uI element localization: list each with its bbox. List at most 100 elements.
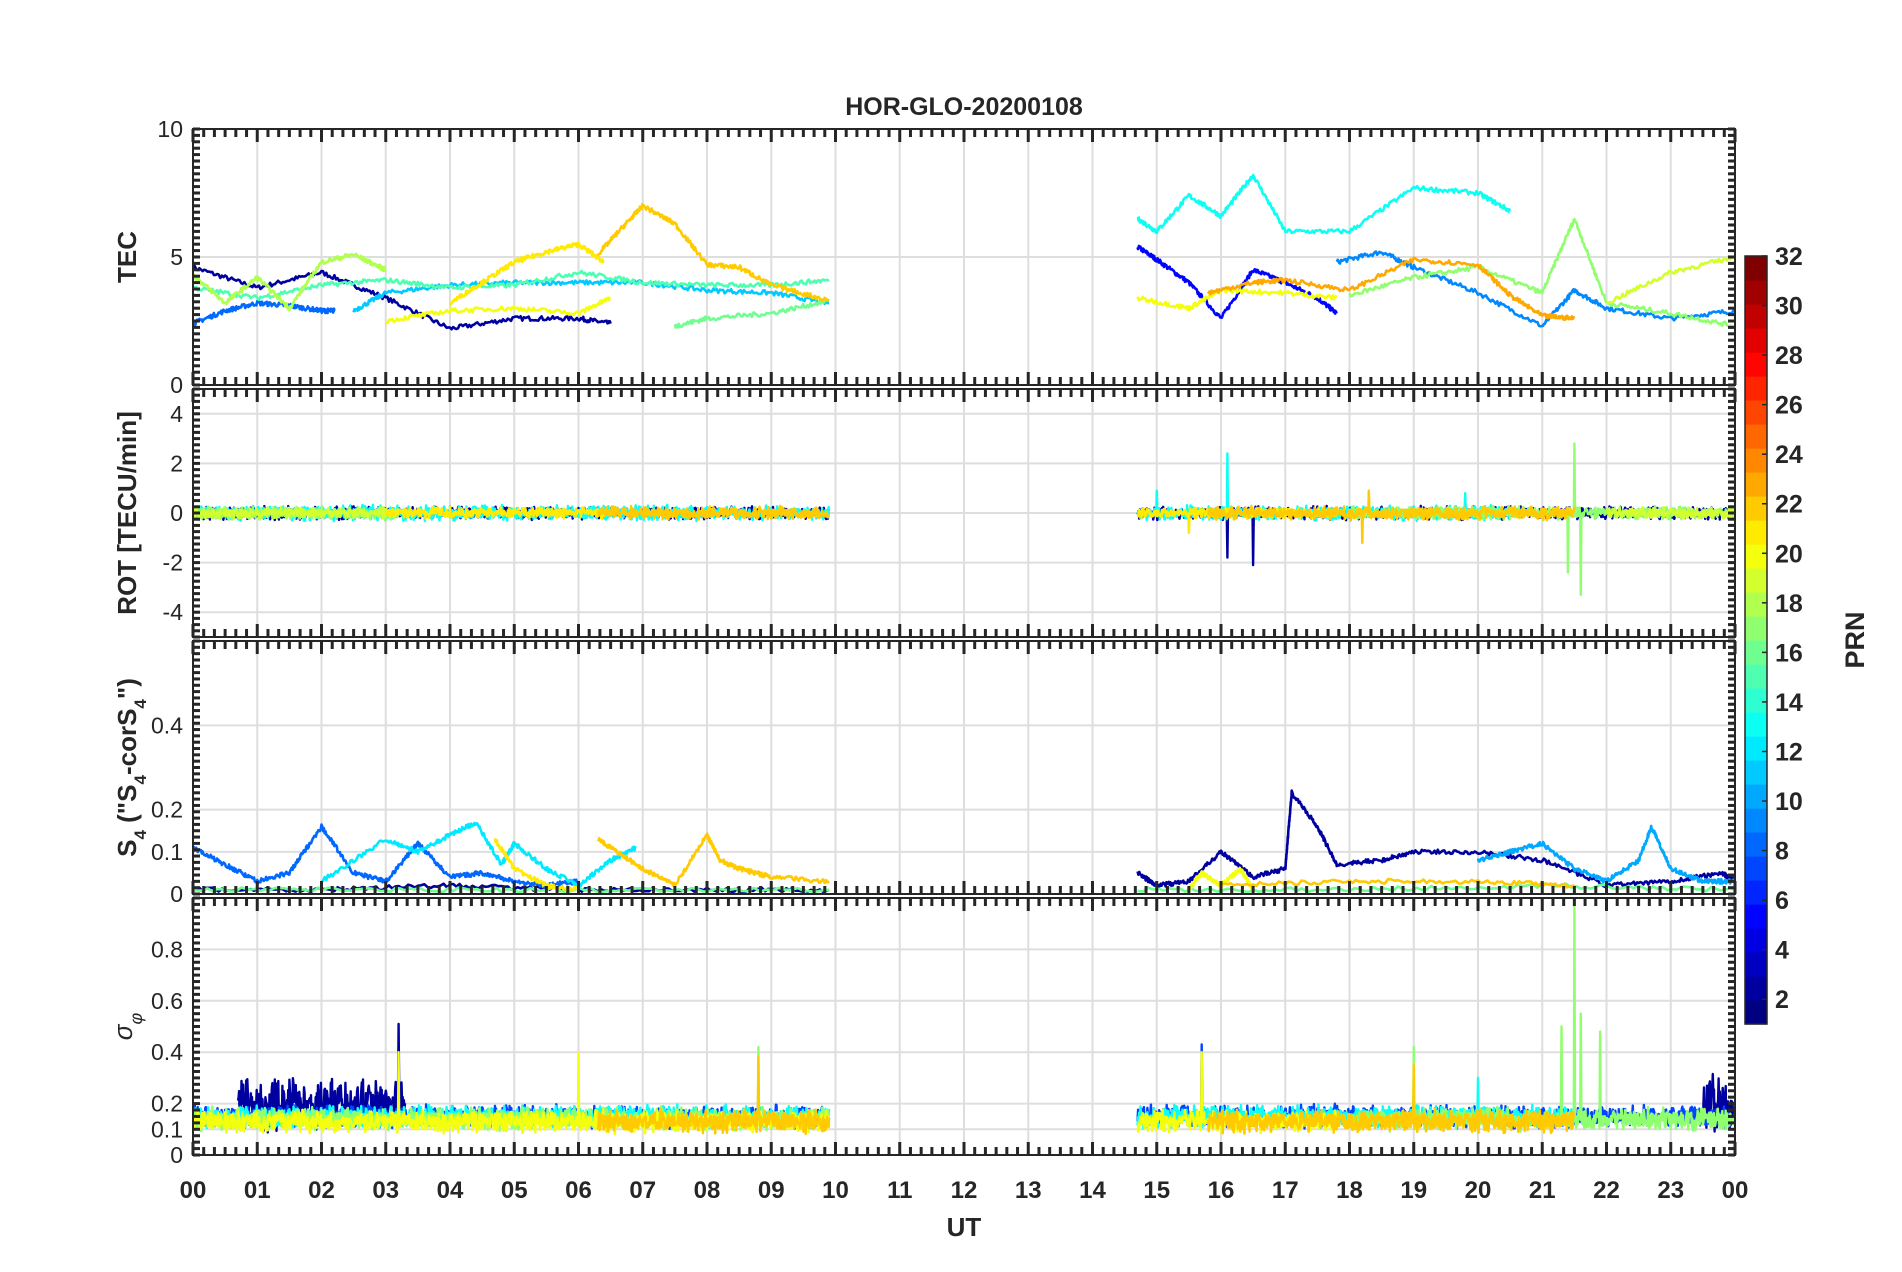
tec-series-prn22: [596, 202, 830, 303]
x-tick-7: 07: [629, 1177, 656, 1204]
x-tick-17: 17: [1272, 1177, 1299, 1204]
colorbar-frame: [1744, 255, 1768, 1025]
tec-series-prn20: [1136, 287, 1338, 312]
colorbar-swatch-19: [1745, 568, 1767, 593]
rot-series-prn22-seg0: [596, 504, 831, 521]
colorbar-swatch-13: [1745, 712, 1767, 737]
tec-series: [193, 173, 1735, 331]
colorbar-tick-10: 22: [1775, 491, 1803, 519]
sigma-series-prn22-seg1: [1207, 1063, 1576, 1135]
tec-grid: [193, 129, 1735, 385]
x-tick-6: 06: [565, 1177, 592, 1204]
colorbar-swatch-30: [1745, 304, 1767, 329]
colorbar-tick-2: 6: [1775, 887, 1789, 915]
x-tick-2: 02: [308, 1177, 335, 1204]
x-tick-3: 03: [372, 1177, 399, 1204]
colorbar-swatch-11: [1745, 760, 1767, 785]
colorbar-tick-1: 4: [1775, 937, 1789, 965]
panel-sigma: 00.10.2 0.4 0.6 0.8 σφ: [108, 896, 1737, 1168]
colorbar-tick-8: 18: [1775, 590, 1803, 618]
colorbar-swatch-5: [1745, 904, 1767, 929]
panel-tec: 0 5 10 TEC: [112, 116, 1737, 398]
colorbar-swatch-31: [1745, 280, 1767, 305]
rot-y-tick-2: 0: [170, 500, 183, 526]
s4-series-prn22: [596, 832, 830, 888]
sigma-x-ticks: [191, 896, 1737, 1157]
s4-y-tick-3: 0.4: [151, 712, 183, 738]
rot-x-ticks: [191, 387, 1737, 639]
colorbar-swatch-26: [1745, 400, 1767, 425]
colorbar-tick-14: 30: [1775, 293, 1803, 321]
tec-series-prn20: [385, 296, 612, 325]
s4-x-ticks: [191, 639, 1737, 896]
s4-y-tick-1: 0.1: [151, 839, 183, 865]
sigma-y-axis-label: σφ: [108, 1013, 146, 1041]
tec-series-prn16: [673, 298, 830, 329]
x-tick-16: 16: [1208, 1177, 1235, 1204]
tec-series-prn21: [448, 241, 605, 306]
x-tick-4: 04: [437, 1177, 464, 1204]
sigma-y-tick-1: 0.1: [151, 1116, 183, 1142]
colorbar-swatch-25: [1745, 424, 1767, 449]
x-tick-23: 23: [1657, 1177, 1684, 1204]
x-tick-19: 19: [1400, 1177, 1427, 1204]
tec-series-prn19: [1605, 254, 1735, 305]
colorbar-swatch-24: [1745, 448, 1767, 473]
rot-series: [193, 442, 1735, 596]
x-tick-0: 00: [180, 1177, 207, 1204]
chart-title: HOR-GLO-20200108: [845, 93, 1083, 121]
sigma-series-prn22-seg0: [596, 1056, 831, 1136]
colorbar-tick-6: 14: [1775, 689, 1803, 717]
colorbar-swatch-14: [1745, 688, 1767, 713]
tec-y-axis-label: TEC: [112, 231, 142, 283]
x-axis-label: UT: [947, 1212, 982, 1242]
colorbar-tick-12: 26: [1775, 392, 1803, 420]
colorbar-swatch-16: [1745, 640, 1767, 665]
x-tick-11: 11: [887, 1177, 912, 1204]
x-tick-24: 00: [1722, 1177, 1749, 1204]
x-tick-1: 01: [244, 1177, 271, 1204]
colorbar-tick-11: 24: [1775, 441, 1803, 469]
s4-y-axis-label: S4 ("S4-corS4"): [112, 678, 150, 857]
tec-y-tick-2: 10: [157, 116, 183, 142]
colorbar-tick-15: 32: [1775, 243, 1803, 271]
sigma-y-tick-labels: 00.10.2 0.4 0.6 0.8: [151, 936, 183, 1168]
colorbar-swatch-32: [1745, 256, 1767, 281]
rot-series-prn21-seg0: [384, 505, 606, 521]
tec-y-tick-0: 0: [170, 372, 183, 398]
colorbar-swatch-18: [1745, 592, 1767, 617]
s4-series-prn2: [1136, 789, 1735, 889]
colorbar-swatch-4: [1745, 928, 1767, 953]
colorbar-swatch-23: [1745, 472, 1767, 497]
s4-series-prn21: [493, 838, 580, 893]
colorbar-swatch-21: [1745, 520, 1767, 545]
x-tick-13: 13: [1015, 1177, 1042, 1204]
s4-y-tick-0: 0: [170, 881, 183, 907]
tec-series-prn18: [193, 252, 387, 312]
tec-x-ticks: [191, 127, 1737, 387]
x-tick-15: 15: [1143, 1177, 1170, 1204]
colorbar-swatch-28: [1745, 352, 1767, 377]
colorbar-swatch-15: [1745, 664, 1767, 689]
tec-series-prn23: [1207, 256, 1576, 322]
s4-grid: [193, 641, 1735, 894]
x-tick-14: 14: [1079, 1177, 1106, 1204]
colorbar-tick-0: 2: [1775, 986, 1789, 1014]
colorbar-swatch-10: [1745, 784, 1767, 809]
colorbar-swatch-12: [1745, 736, 1767, 761]
rot-y-tick-labels: -4 -2 0 2 4: [163, 401, 184, 625]
colorbar-tick-7: 16: [1775, 639, 1803, 667]
colorbar-swatch-27: [1745, 376, 1767, 401]
sigma-y-tick-3: 0.4: [151, 1039, 183, 1065]
colorbar-swatch-29: [1745, 328, 1767, 353]
colorbar-tick-3: 8: [1775, 838, 1789, 866]
colorbar-swatch-20: [1745, 544, 1767, 569]
tec-series-prn13: [1136, 173, 1512, 235]
x-tick-22: 22: [1593, 1177, 1620, 1204]
x-tick-20: 20: [1465, 1177, 1492, 1204]
colorbar-swatch-9: [1745, 808, 1767, 833]
s4-series-prn10: [1476, 824, 1735, 885]
